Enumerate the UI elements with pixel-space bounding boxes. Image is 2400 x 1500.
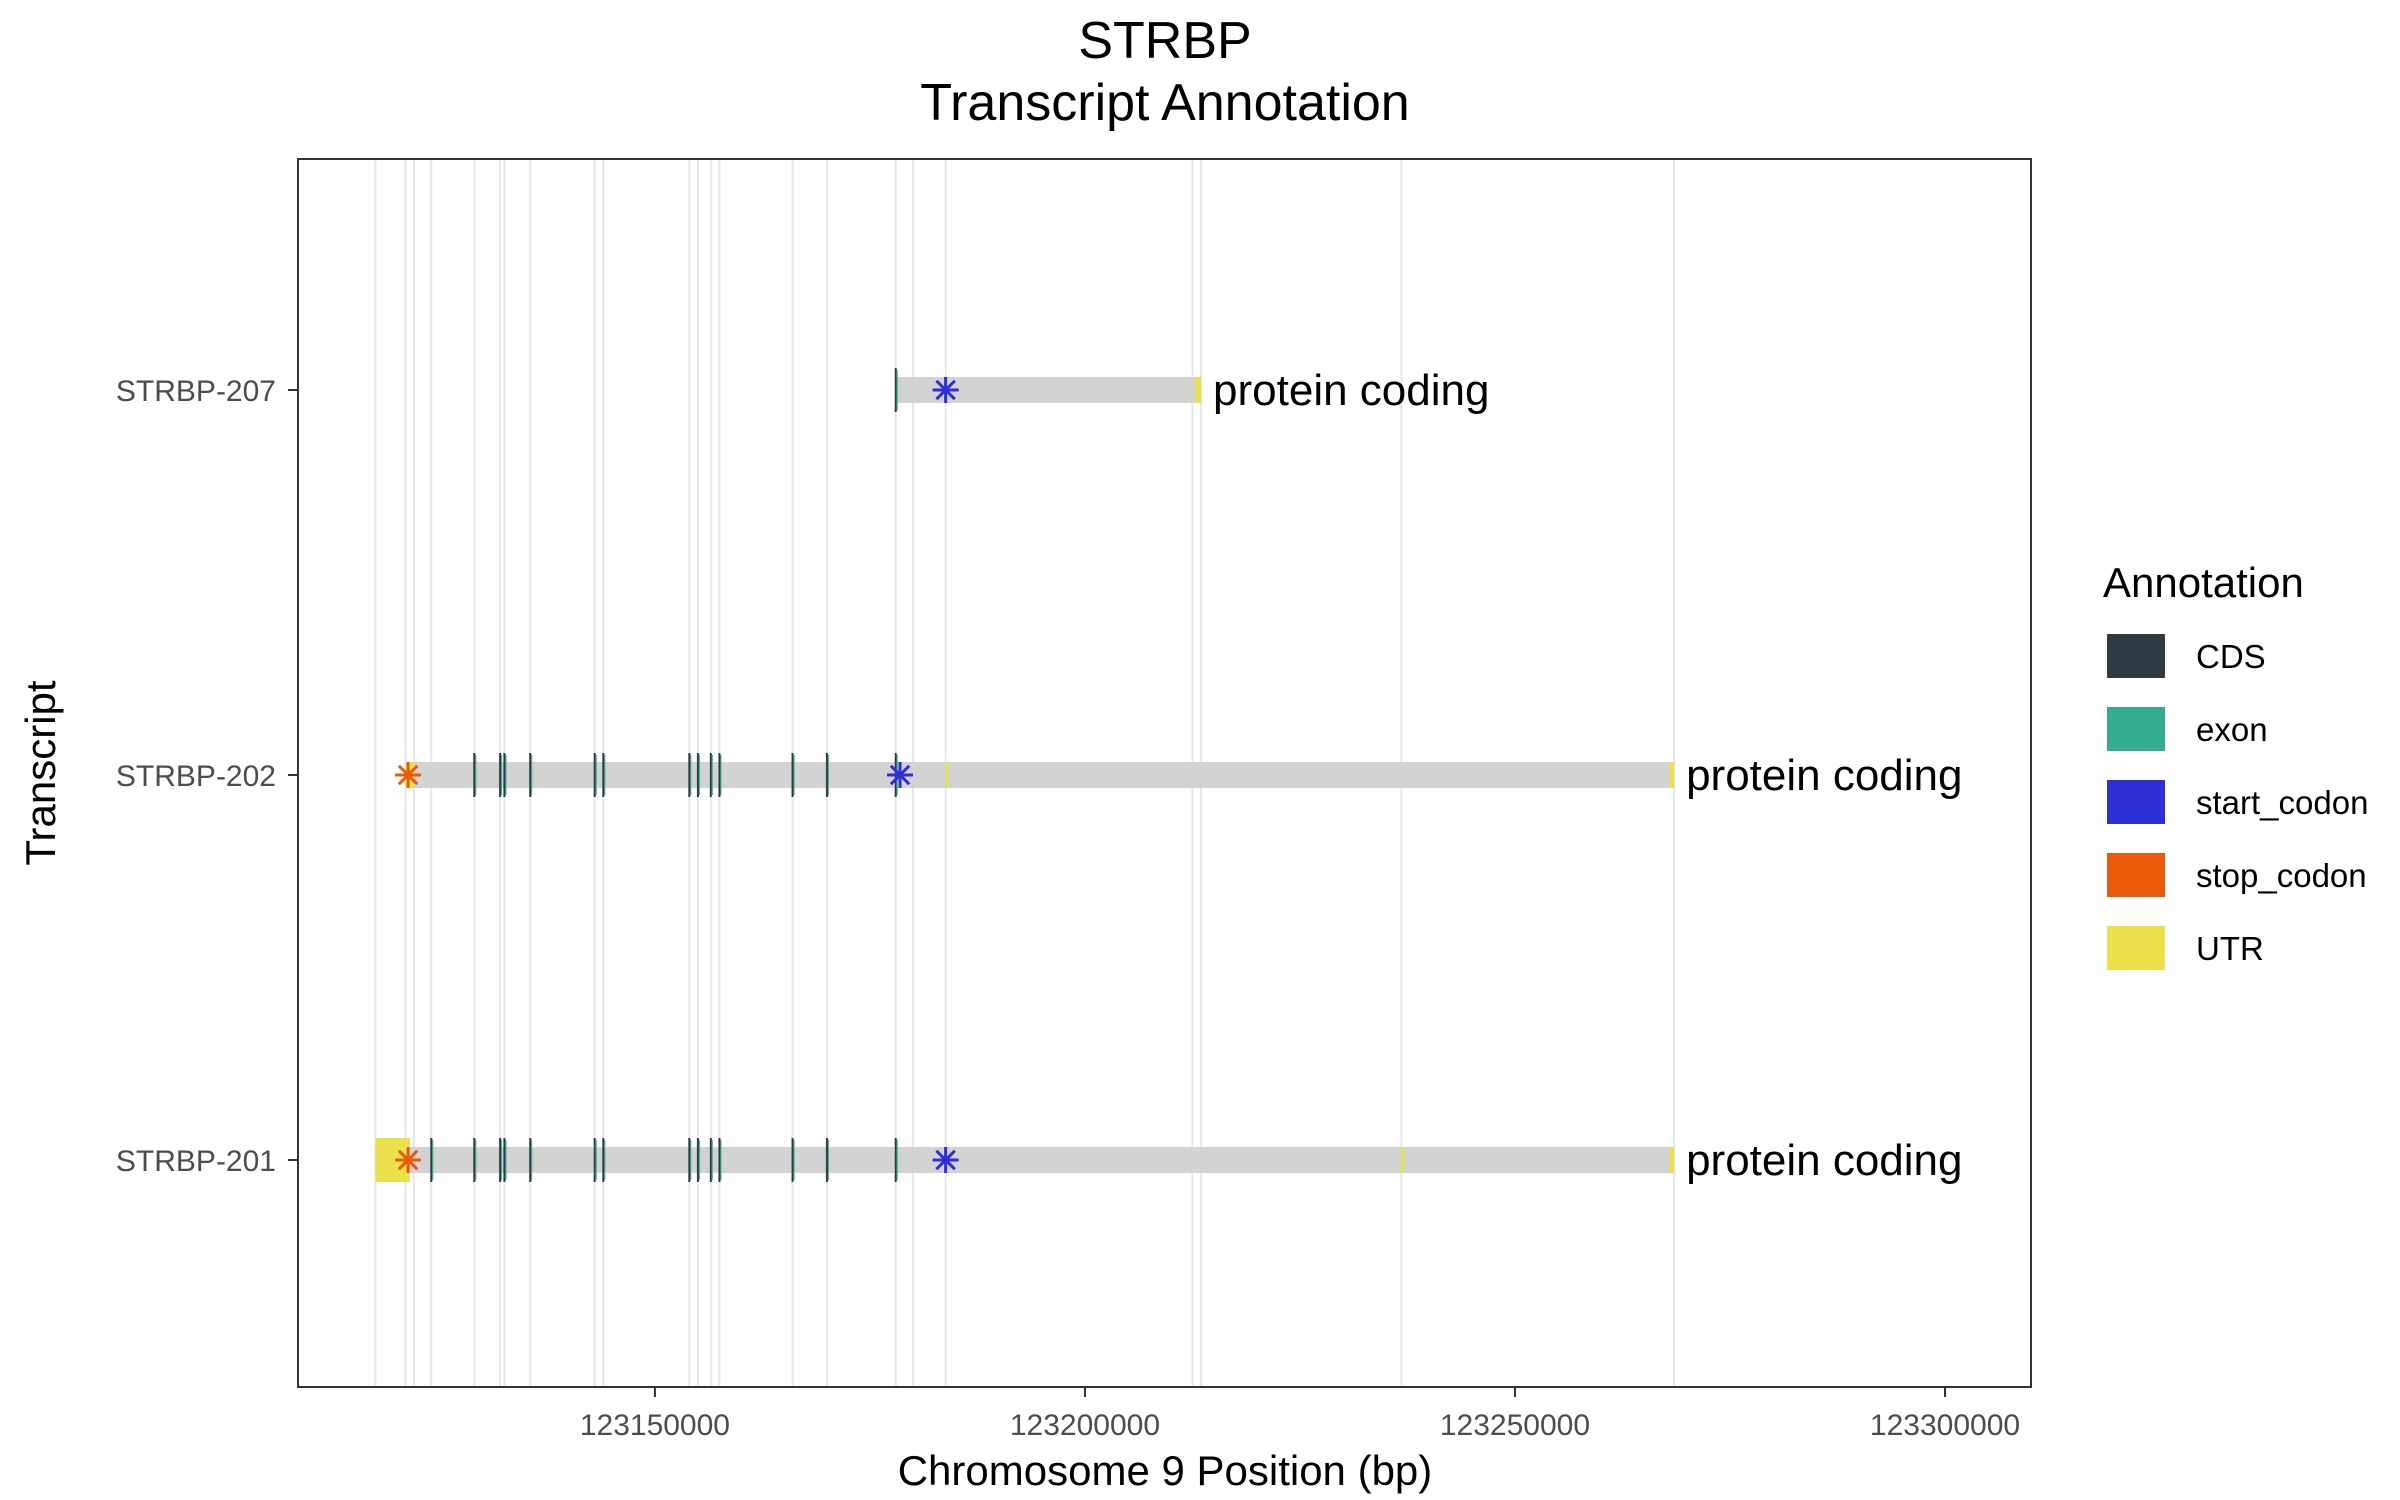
- x-axis: 123150000 123200000 123250000 123300000: [580, 1387, 2020, 1442]
- x-tick-label: 123250000: [1440, 1409, 1590, 1442]
- legend-label-utr: UTR: [2196, 930, 2264, 967]
- legend-title: Annotation: [2103, 559, 2304, 606]
- x-axis-title: Chromosome 9 Position (bp): [898, 1447, 1433, 1494]
- legend-key-cds: [2107, 634, 2165, 678]
- start-codon-mark-0-stroke: [935, 1149, 956, 1171]
- transcript-body: [375, 1147, 1675, 1173]
- y-axis-title: Transcript: [17, 680, 64, 865]
- stop-codon-mark-0-stroke: [397, 1149, 419, 1171]
- legend-label-cds: CDS: [2196, 638, 2266, 675]
- stop-codon-mark-0: [395, 1147, 422, 1173]
- x-tick-label: 123150000: [580, 1409, 730, 1442]
- stop-codon-mark-0-stroke: [397, 764, 419, 786]
- start-codon-mark-0-stroke: [889, 764, 911, 786]
- legend: Annotation CDS exon start_codon stop_codon U…: [2103, 559, 2368, 970]
- start-codon-mark-0-stroke: [935, 379, 956, 401]
- y-tick-label: STRBP-207: [116, 375, 276, 408]
- biotype-label: protein coding: [1686, 751, 1962, 800]
- transcript-track-strbp-201: protein coding: [375, 1136, 1963, 1185]
- legend-label-stop_codon: stop_codon: [2196, 857, 2367, 894]
- transcript-track-strbp-207: protein coding: [894, 366, 1489, 415]
- plot-panel-border: [297, 158, 2032, 1388]
- legend-key-exon: [2107, 707, 2165, 751]
- x-tick-label: 123200000: [1010, 1409, 1160, 1442]
- legend-key-start_codon: [2107, 780, 2165, 824]
- transcript-track-strbp-202: protein coding: [395, 751, 1963, 800]
- start-codon-mark-0: [887, 762, 914, 788]
- utr-segment-1: [945, 762, 949, 788]
- transcript-body: [405, 762, 1675, 788]
- legend-label-exon: exon: [2196, 711, 2268, 748]
- biotype-label: protein coding: [1213, 366, 1489, 415]
- biotype-label: protein coding: [1686, 1136, 1962, 1185]
- utr-segment-0: [1195, 377, 1202, 403]
- y-axis: STRBP-207 STRBP-202 STRBP-201: [116, 375, 298, 1178]
- transcript-tracks: protein coding protein coding protein codi…: [375, 366, 1963, 1185]
- start-codon-mark-0: [932, 377, 959, 403]
- utr-segment-1: [1401, 1147, 1405, 1173]
- utr-segment-2: [1669, 762, 1675, 788]
- chart-subtitle: Transcript Annotation: [920, 74, 1409, 132]
- x-tick-label: 123300000: [1870, 1409, 2020, 1442]
- chart-title: STRBP: [1078, 12, 1251, 70]
- y-tick-label: STRBP-202: [116, 760, 276, 793]
- legend-key-utr: [2107, 926, 2165, 970]
- stop-codon-mark-0: [395, 762, 422, 788]
- legend-label-start_codon: start_codon: [2196, 784, 2368, 821]
- legend-key-stop_codon: [2107, 853, 2165, 897]
- start-codon-mark-0: [932, 1147, 959, 1173]
- y-tick-label: STRBP-201: [116, 1145, 276, 1178]
- utr-segment-2: [1669, 1147, 1675, 1173]
